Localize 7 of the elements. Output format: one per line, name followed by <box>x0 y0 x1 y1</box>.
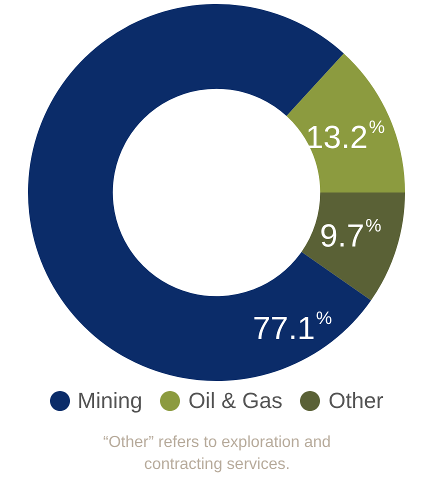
data-label: 13.2% <box>306 117 385 156</box>
legend-label: Other <box>328 388 384 414</box>
text: “Other” refers to exploration and contracting services. <box>102 433 332 475</box>
data-label: 9.7% <box>320 216 382 254</box>
data-label: 77.1% <box>252 308 332 346</box>
legend-label: Oil & Gas <box>188 388 282 414</box>
legend-label: Mining <box>78 388 142 414</box>
